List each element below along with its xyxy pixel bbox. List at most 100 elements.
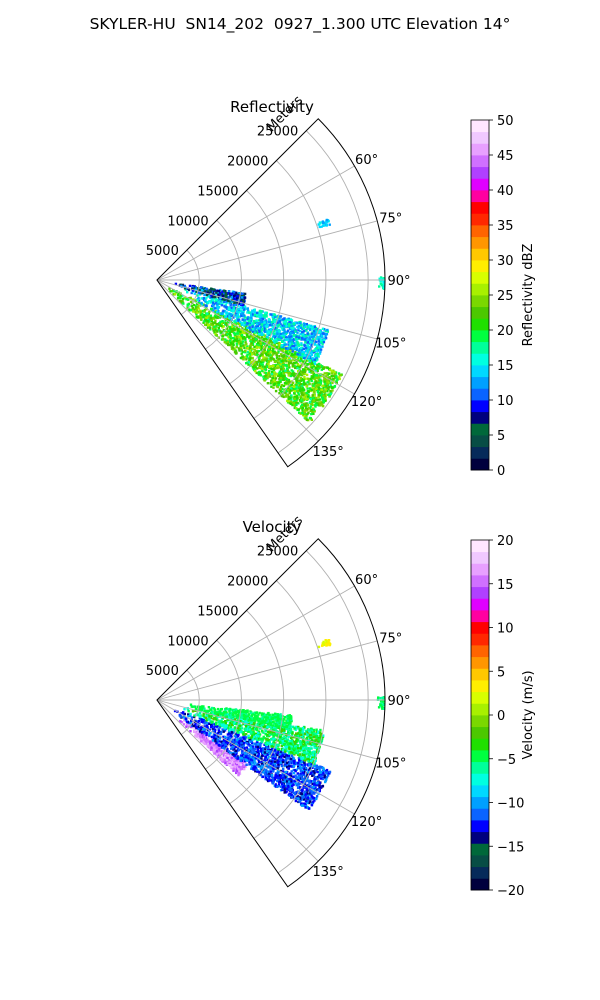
- colorbar-swatch: [471, 248, 489, 261]
- colorbar-swatch: [471, 365, 489, 378]
- colorbar-swatch: [471, 458, 489, 471]
- colorbar-swatch: [471, 178, 489, 191]
- azimuth-tick-label: 60°: [355, 153, 378, 168]
- colorbar-swatch: [471, 761, 489, 774]
- colorbar-swatch: [471, 808, 489, 821]
- colorbar-swatch: [471, 785, 489, 798]
- colorbar-swatch: [471, 353, 489, 366]
- range-ring: [180, 249, 200, 315]
- velocity-panel: Velocity 5000 10000 15000 20000 25000 60° 75° 90…: [146, 513, 536, 899]
- range-tick-label: 15000: [197, 604, 238, 619]
- colorbar-tick-label: −10: [497, 797, 524, 812]
- colorbar-swatch: [471, 120, 489, 133]
- colorbar-swatch: [471, 656, 489, 669]
- colorbar-swatch: [471, 750, 489, 763]
- colorbar-swatch: [471, 306, 489, 319]
- colorbar-swatch: [471, 575, 489, 588]
- colorbar-swatch: [471, 388, 489, 401]
- azimuth-tick-label: 90°: [387, 274, 410, 289]
- colorbar-swatch: [471, 843, 489, 856]
- colorbar-tick-label: 15: [497, 578, 514, 593]
- colorbar-swatch: [471, 271, 489, 284]
- azimuth-tick-label: 90°: [387, 694, 410, 709]
- azimuth-line: [156, 279, 378, 340]
- azimuth-line: [156, 699, 355, 815]
- colorbar-swatch: [471, 598, 489, 611]
- azimuth-line: [156, 279, 355, 395]
- echo-region-0: [168, 287, 343, 422]
- colorbar-swatch: [471, 190, 489, 203]
- colorbar-tick-label: −5: [497, 753, 516, 768]
- colorbar-tick-label: −20: [497, 884, 524, 899]
- azimuth-tick-label: 135°: [312, 865, 343, 880]
- colorbar-swatch: [471, 341, 489, 354]
- colorbar-tick-label: 5: [497, 665, 505, 680]
- colorbar-swatch: [471, 668, 489, 681]
- azimuth-tick-label: 120°: [351, 395, 382, 410]
- reflectivity-panel: Reflectivity 5000 10000 15000 20000 25000 60° 7…: [146, 93, 536, 479]
- colorbar-swatch: [471, 446, 489, 459]
- azimuth-tick-label: 75°: [379, 211, 402, 226]
- colorbar-tick-label: 0: [497, 464, 505, 479]
- azimuth-line: [156, 585, 355, 701]
- colorbar-swatch: [471, 691, 489, 704]
- colorbar-swatch: [471, 376, 489, 389]
- echo-region-3: [317, 218, 331, 229]
- range-ring: [253, 160, 327, 419]
- colorbar-tick-label: 40: [497, 184, 514, 199]
- colorbar-swatch: [471, 143, 489, 156]
- colorbar-swatch: [471, 726, 489, 739]
- azimuth-line: [156, 220, 378, 281]
- azimuth-tick-label: 120°: [351, 815, 382, 830]
- colorbar-swatch: [471, 411, 489, 424]
- azimuth-line: [156, 699, 319, 862]
- colorbar-swatch: [471, 820, 489, 833]
- colorbar-swatch: [471, 878, 489, 891]
- colorbar-tick-label: 15: [497, 359, 514, 374]
- echo-region-4: [378, 276, 385, 290]
- range-tick-label: 10000: [167, 214, 208, 229]
- colorbar-swatch: [471, 610, 489, 623]
- echo-region-5: [376, 696, 385, 710]
- colorbar-swatch: [471, 586, 489, 599]
- colorbar-swatch: [471, 738, 489, 751]
- colorbar-swatch: [471, 796, 489, 809]
- colorbar-swatch: [471, 621, 489, 634]
- azimuth-tick-label: 75°: [379, 631, 402, 646]
- range-tick-label: 10000: [167, 634, 208, 649]
- colorbar-swatch: [471, 633, 489, 646]
- colorbar: 0 5 10 15 20 25 30 35 40 45 50 Reflectivity dBZ: [470, 114, 536, 479]
- azimuth-line: [156, 699, 378, 760]
- azimuth-tick-label: 135°: [312, 445, 343, 460]
- colorbar-swatch: [471, 563, 489, 576]
- colorbar: −20 −15 −10 −5 0 5 10 15 20 Velocity (m/s): [470, 534, 536, 899]
- colorbar-tick-label: 20: [497, 534, 514, 549]
- range-ring: [205, 639, 242, 770]
- colorbar-swatch: [471, 225, 489, 238]
- echo-field: [168, 218, 385, 422]
- colorbar-tick-label: 45: [497, 149, 514, 164]
- colorbar-tick-label: 0: [497, 709, 505, 724]
- colorbar-tick-label: −15: [497, 840, 524, 855]
- echo-region-4: [317, 639, 332, 649]
- colorbar-swatch: [471, 715, 489, 728]
- colorbar-swatch: [471, 551, 489, 564]
- colorbar-tick-label: 30: [497, 254, 514, 269]
- colorbar-swatch: [471, 645, 489, 658]
- azimuth-tick-label: 105°: [375, 757, 406, 772]
- colorbar-swatch: [471, 435, 489, 448]
- azimuth-line: [156, 279, 319, 442]
- range-tick-label: 25000: [257, 545, 298, 560]
- range-ring: [253, 580, 327, 839]
- azimuth-line: [156, 165, 355, 281]
- colorbar-swatch: [471, 680, 489, 693]
- range-ring: [205, 219, 242, 350]
- colorbar-tick-label: 25: [497, 289, 514, 304]
- echo-field: [173, 639, 385, 810]
- colorbar-swatch: [471, 283, 489, 296]
- range-ring: [277, 130, 369, 454]
- figure-title: SKYLER-HU SN14_202 0927_1.300 UTC Elevat…: [89, 15, 511, 33]
- colorbar-swatch: [471, 866, 489, 879]
- colorbar-swatch: [471, 131, 489, 144]
- panel-title: Reflectivity: [230, 98, 314, 116]
